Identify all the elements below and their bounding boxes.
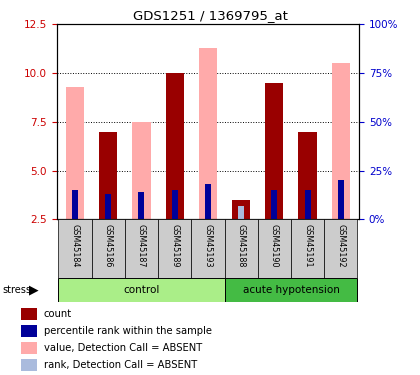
Bar bbox=[165, 73, 184, 219]
Bar bbox=[332, 63, 350, 219]
Text: GSM45190: GSM45190 bbox=[270, 224, 279, 267]
Bar bbox=[21, 342, 37, 354]
Bar bbox=[265, 83, 284, 219]
Bar bbox=[232, 200, 250, 219]
Bar bbox=[21, 308, 37, 320]
Text: count: count bbox=[44, 309, 72, 319]
Bar bbox=[125, 219, 158, 278]
Bar bbox=[158, 219, 191, 278]
Text: acute hypotension: acute hypotension bbox=[242, 285, 339, 295]
Bar bbox=[99, 132, 117, 219]
Bar bbox=[72, 190, 78, 219]
Bar bbox=[72, 190, 78, 219]
Bar bbox=[132, 122, 151, 219]
Bar bbox=[304, 190, 310, 219]
Bar bbox=[172, 190, 178, 219]
Text: value, Detection Call = ABSENT: value, Detection Call = ABSENT bbox=[44, 343, 202, 353]
Bar bbox=[304, 190, 310, 219]
Bar bbox=[92, 219, 125, 278]
Bar bbox=[299, 132, 317, 219]
Bar bbox=[299, 132, 317, 219]
Bar bbox=[271, 190, 277, 219]
Bar bbox=[238, 206, 244, 219]
Text: GSM45186: GSM45186 bbox=[104, 224, 113, 267]
Bar bbox=[139, 192, 144, 219]
Bar bbox=[338, 180, 344, 219]
Text: rank, Detection Call = ABSENT: rank, Detection Call = ABSENT bbox=[44, 360, 197, 370]
Bar bbox=[271, 190, 277, 219]
Text: GSM45191: GSM45191 bbox=[303, 224, 312, 267]
Text: GSM45187: GSM45187 bbox=[137, 224, 146, 267]
Bar bbox=[205, 184, 211, 219]
Bar bbox=[105, 194, 111, 219]
Text: ▶: ▶ bbox=[29, 283, 38, 296]
Text: GSM45184: GSM45184 bbox=[71, 224, 79, 267]
Bar bbox=[199, 48, 217, 219]
Bar bbox=[265, 83, 284, 219]
Bar bbox=[21, 358, 37, 371]
Text: GSM45188: GSM45188 bbox=[236, 224, 246, 267]
Text: control: control bbox=[123, 285, 160, 295]
Bar bbox=[99, 132, 117, 219]
Text: stress: stress bbox=[2, 285, 31, 295]
Bar bbox=[225, 278, 357, 302]
Bar bbox=[291, 219, 324, 278]
Text: GSM45192: GSM45192 bbox=[336, 224, 345, 268]
Text: GSM45193: GSM45193 bbox=[203, 224, 213, 267]
Text: GSM45189: GSM45189 bbox=[170, 224, 179, 267]
Bar bbox=[58, 278, 225, 302]
Bar bbox=[191, 219, 225, 278]
Bar bbox=[225, 219, 258, 278]
Bar bbox=[58, 219, 92, 278]
Bar bbox=[205, 184, 211, 219]
Text: GDS1251 / 1369795_at: GDS1251 / 1369795_at bbox=[133, 9, 287, 22]
Bar bbox=[66, 87, 84, 219]
Bar bbox=[172, 190, 178, 219]
Bar bbox=[21, 324, 37, 337]
Bar bbox=[139, 192, 144, 219]
Bar bbox=[338, 180, 344, 219]
Bar bbox=[232, 200, 250, 219]
Text: percentile rank within the sample: percentile rank within the sample bbox=[44, 326, 212, 336]
Bar bbox=[324, 219, 357, 278]
Bar bbox=[165, 73, 184, 219]
Bar bbox=[105, 194, 111, 219]
Bar bbox=[258, 219, 291, 278]
